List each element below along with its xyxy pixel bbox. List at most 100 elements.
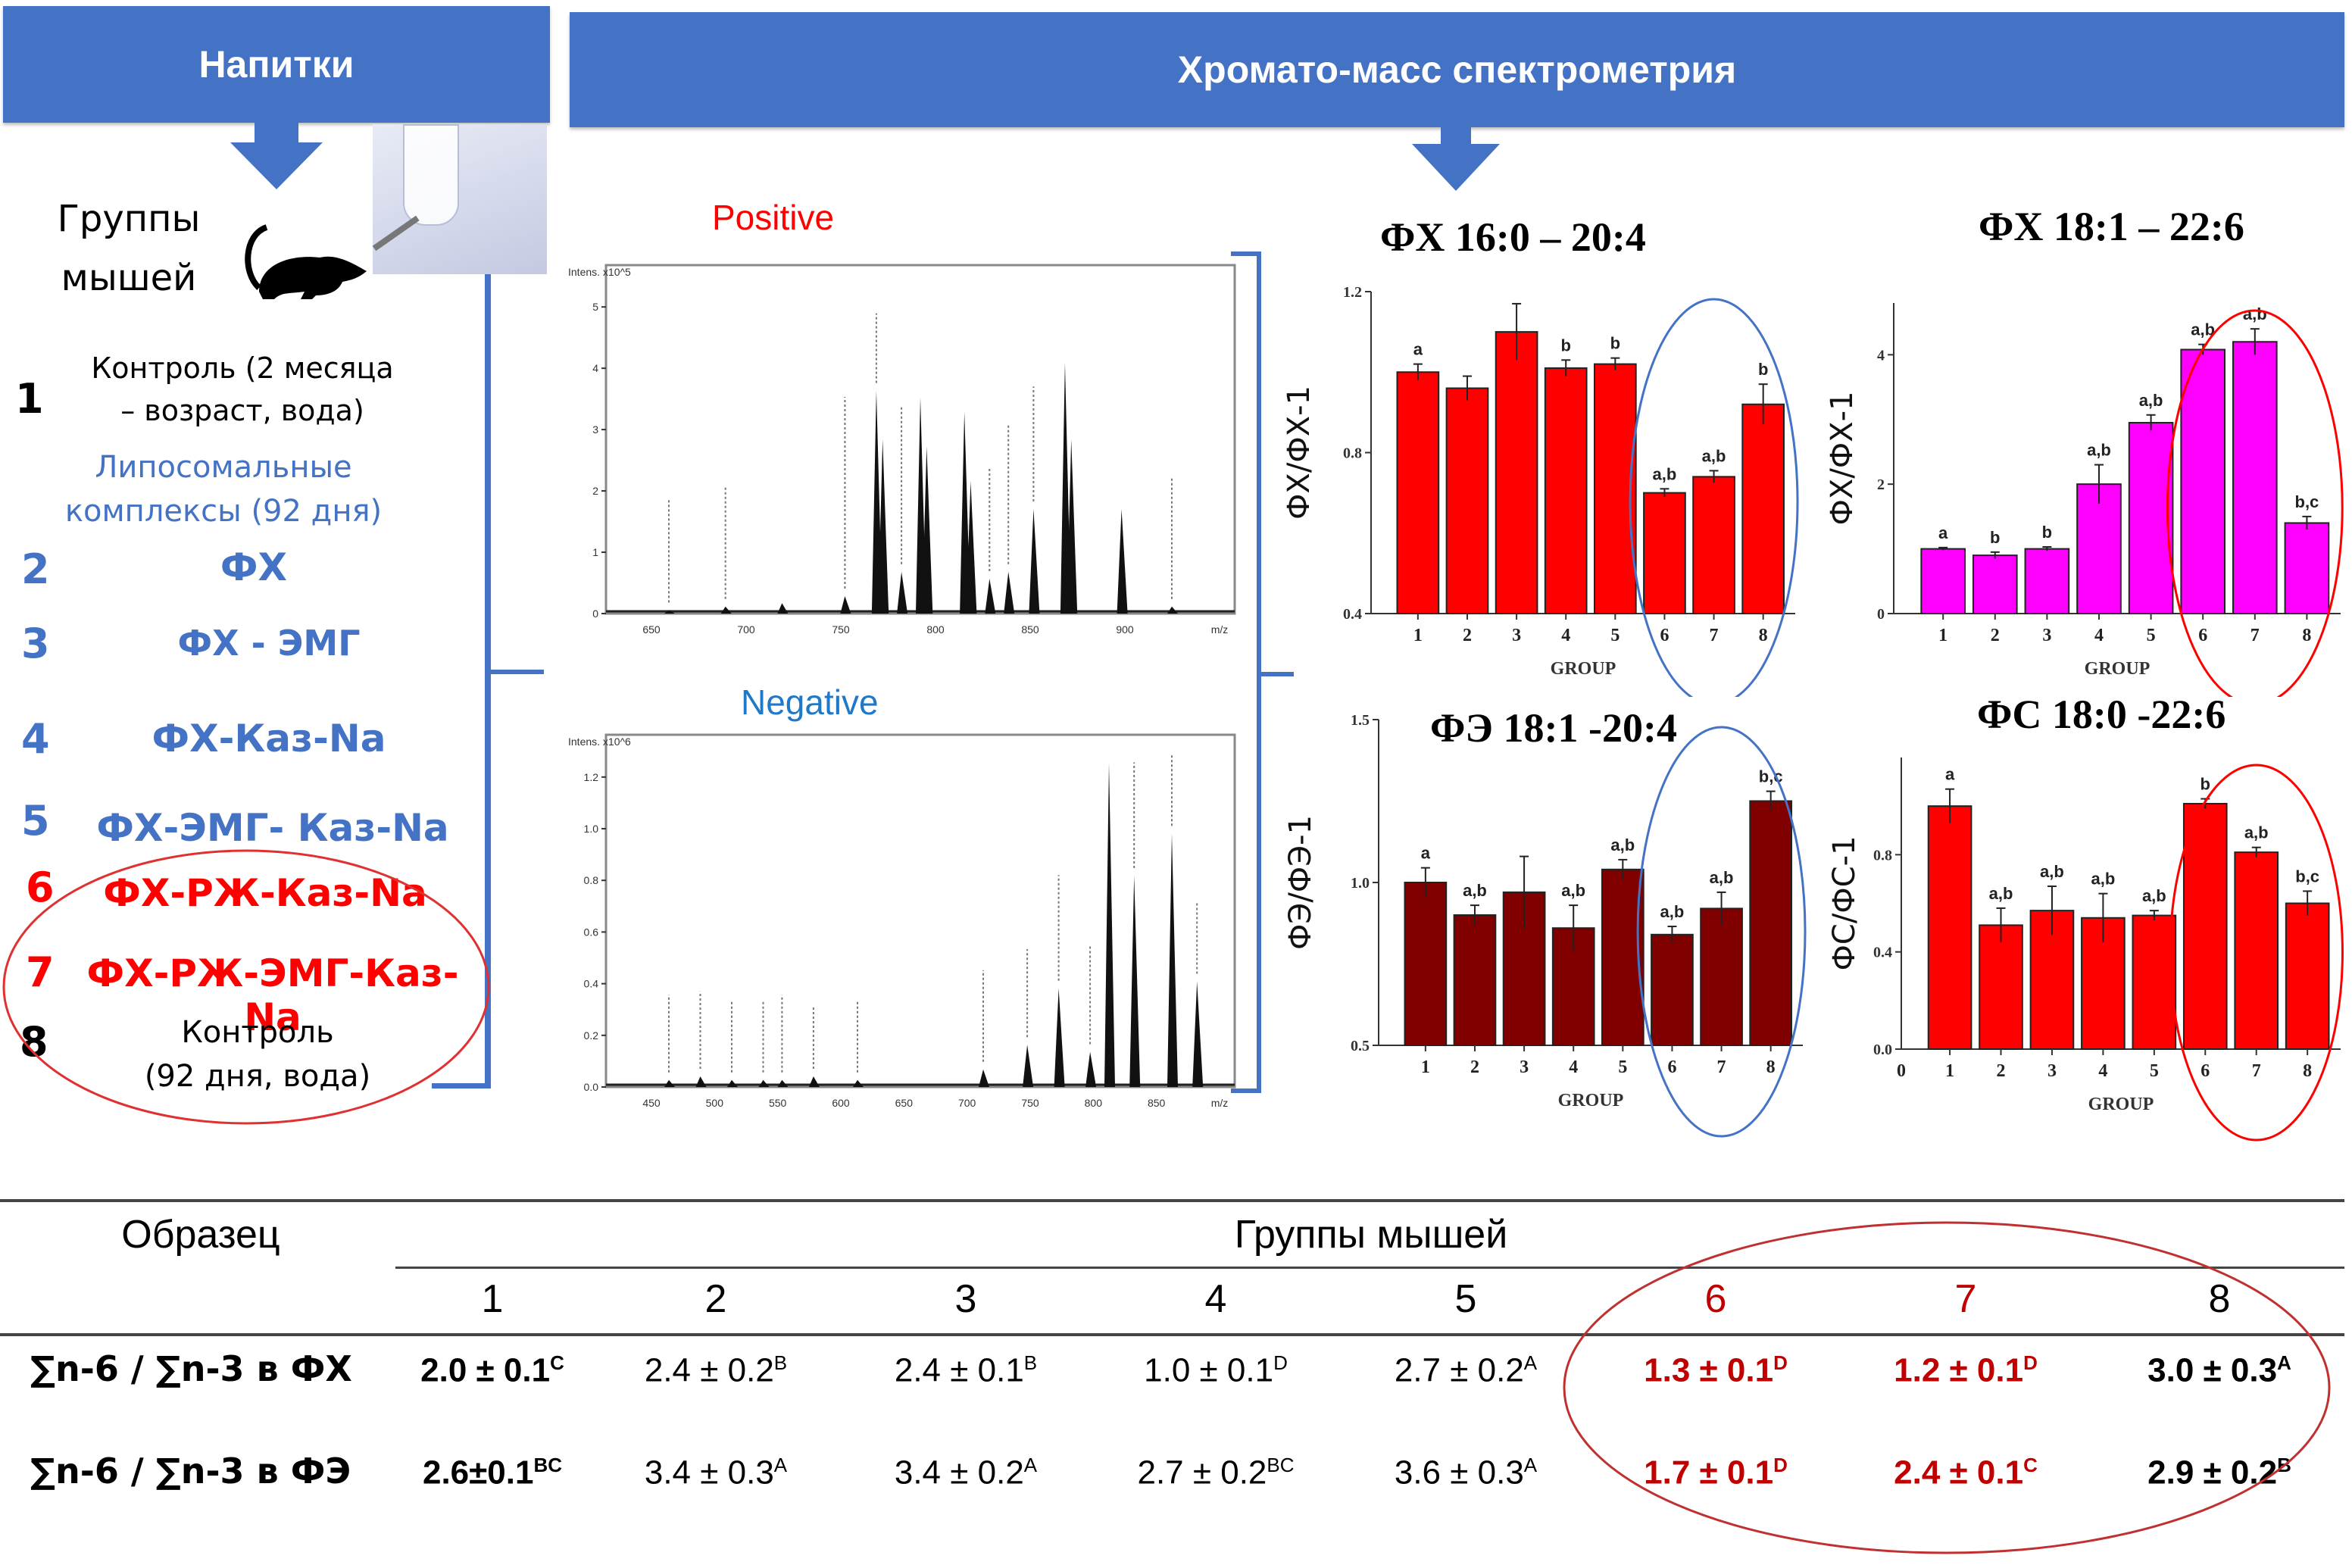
mouse-icon	[245, 224, 367, 299]
table-cell: 2.4 ± 0.1C	[1852, 1454, 2079, 1492]
bracket-connector	[491, 670, 544, 674]
bar	[2285, 902, 2330, 1050]
cell-significance: BC	[1267, 1454, 1295, 1476]
bar	[2024, 548, 2070, 615]
x-tick-label: 600	[832, 1097, 850, 1109]
group-label-2: ФХ	[220, 545, 288, 589]
chart-title-1: ФХ 16:0 – 20:4	[1380, 214, 1646, 260]
y-tick-label: 2	[592, 485, 598, 497]
x-tick-label: 7	[1710, 626, 1719, 645]
bar	[2180, 348, 2226, 614]
x-tick-label: 5	[1618, 1057, 1627, 1077]
group-label-3: ФХ - ЭМГ	[177, 623, 361, 664]
table-top-rule	[0, 1199, 2344, 1202]
x-tick-label: 700	[958, 1097, 976, 1109]
y-tick-label: 0.0	[1873, 1042, 1892, 1058]
significance-label: b	[2042, 523, 2052, 542]
highlight-ellipse	[2166, 309, 2344, 697]
arrow-down-icon	[1412, 127, 1500, 191]
significance-label: a	[1421, 844, 1431, 863]
spectrum-peak	[966, 481, 977, 614]
x-tick-label: 4	[2094, 626, 2104, 645]
group-label-1: Контроль (2 месяца – возраст, вода)	[76, 347, 409, 432]
significance-label: b,c	[2295, 492, 2319, 511]
y-axis-label: ФС/ФС-1	[1827, 836, 1862, 970]
x-axis-label: GROUP	[2088, 1095, 2154, 1114]
spectrum-peak	[1167, 833, 1178, 1087]
x-axis-label: GROUP	[1558, 1091, 1624, 1110]
x-tick-label: 7	[1717, 1057, 1726, 1077]
spectrum-peak	[727, 1079, 738, 1087]
y-tick-label: 1	[592, 546, 598, 558]
cell-value: 3.0 ± 0.3	[2147, 1351, 2278, 1389]
y-tick-label: 0.8	[1873, 847, 1892, 864]
group-label-8: Контроль (92 дня, вода)	[91, 1010, 424, 1098]
table-cell: 3.4 ± 0.3A	[602, 1454, 829, 1492]
y-tick-label: 3	[592, 423, 598, 436]
x-tick-label: 3	[1520, 1057, 1529, 1077]
highlight-ellipse-groups	[2, 849, 490, 1125]
significance-label: a,b	[2243, 305, 2267, 323]
spectrum-frame	[604, 733, 1236, 1089]
x-tick-label: 1	[1938, 626, 1948, 645]
drinks-banner: Напитки	[3, 6, 550, 123]
spectrum-peak	[1029, 509, 1040, 614]
y-tick-label: 1.2	[1343, 284, 1362, 301]
x-tick-label: 2	[1991, 626, 2000, 645]
spectrum-peak	[720, 606, 732, 614]
y-tick-label: 0.8	[584, 874, 599, 886]
x-tick-label: 8	[1766, 1057, 1776, 1077]
spectrum-peak	[840, 596, 851, 614]
bar-chart-pc-18-1-22-6: 024ФХ/ФХ-11a2b3b4a,b5a,b6a,b7a,b8b,cGROU…	[1826, 303, 2344, 697]
table-group-number: 2	[704, 1277, 727, 1321]
cell-value: 2.4 ± 0.1	[1894, 1454, 2024, 1491]
y-tick-label: 0.0	[584, 1081, 599, 1093]
table-cell: 2.7 ± 0.2A	[1352, 1351, 1579, 1390]
cell-significance: A	[1023, 1454, 1038, 1476]
significance-label: a	[1938, 523, 1948, 542]
drinks-banner-label: Напитки	[198, 43, 355, 86]
y-tick-label: 0.4	[1873, 945, 1892, 961]
significance-label: a,b	[1702, 446, 1726, 465]
cell-value: 1.2 ± 0.1	[1894, 1351, 2024, 1389]
x-tick-label: 850	[1148, 1097, 1166, 1109]
cell-value: 2.4 ± 0.2	[644, 1351, 774, 1389]
x-tick-label: 1	[1413, 626, 1423, 645]
cell-significance: D	[1273, 1351, 1288, 1374]
group-number-1: 1	[15, 375, 44, 423]
table-group-number: 3	[954, 1277, 977, 1321]
significance-label: a,b	[1463, 881, 1487, 900]
table-cell: 1.2 ± 0.1D	[1852, 1351, 2079, 1390]
highlight-ellipse-table	[1563, 1221, 2331, 1554]
table-row-label: ∑n-6 / ∑n-3 в ФХ	[30, 1348, 352, 1389]
table-sample-header: Образец	[121, 1213, 280, 1257]
y-tick-label: 0.2	[584, 1029, 599, 1042]
bar	[1404, 882, 1448, 1046]
spectrum-peak	[695, 1076, 707, 1087]
cell-value: 1.7 ± 0.1	[1644, 1454, 1774, 1491]
cell-value: 2.0 ± 0.1	[420, 1351, 551, 1389]
spectrum-peak	[664, 1079, 675, 1087]
bar-chart-pc-16-0-20-4: 0.4 0.8 1.2 ФХ/ФХ-1 1 a 2 3 4 b 5 b 6 a,b 7 a,b 8 b GROUP	[1282, 284, 1799, 697]
liposomal-complexes-label: Липосомальные комплексы (92 дня)	[45, 445, 401, 533]
y-axis-label: ФЭ/ФЭ-1	[1283, 815, 1318, 950]
cell-significance: A	[2277, 1351, 2291, 1374]
bar	[1495, 331, 1538, 614]
cell-value: 2.6±0.1	[422, 1454, 534, 1491]
bar-chart-pe-18-1-20-4: 0.5 1.0 1.5 ФЭ/ФЭ-1 1 a 2 a,b 3 4 a,b 5 a,b 6 a,b 7 a,b 8…	[1283, 712, 1807, 1138]
significance-label: a,b	[2091, 870, 2115, 889]
y-tick-label: 0.8	[1343, 445, 1362, 462]
group-number-4: 4	[21, 715, 50, 763]
cell-significance: D	[1773, 1454, 1788, 1476]
table-group-number: 6	[1704, 1277, 1727, 1321]
x-tick-label: 450	[642, 1097, 661, 1109]
significance-label: a,b	[2139, 391, 2163, 410]
y-axis-label: ФХ/ФХ-1	[1282, 386, 1317, 520]
group-label-4: ФХ-Каз-Na	[151, 717, 386, 761]
y-tick-label: 0.5	[1351, 1038, 1370, 1054]
significance-label: b	[2201, 775, 2210, 794]
cell-significance: D	[2023, 1351, 2038, 1374]
x-tick-label: 2	[1463, 626, 1472, 645]
bar	[1927, 805, 1972, 1051]
table-group-number: 5	[1454, 1277, 1477, 1321]
